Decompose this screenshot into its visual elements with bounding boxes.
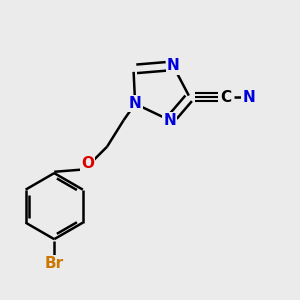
Text: C: C	[220, 90, 232, 105]
Text: O: O	[81, 156, 94, 171]
Text: Br: Br	[45, 256, 64, 272]
Text: N: N	[167, 58, 179, 73]
Text: N: N	[164, 113, 176, 128]
Text: N: N	[129, 96, 142, 111]
Text: N: N	[243, 90, 255, 105]
